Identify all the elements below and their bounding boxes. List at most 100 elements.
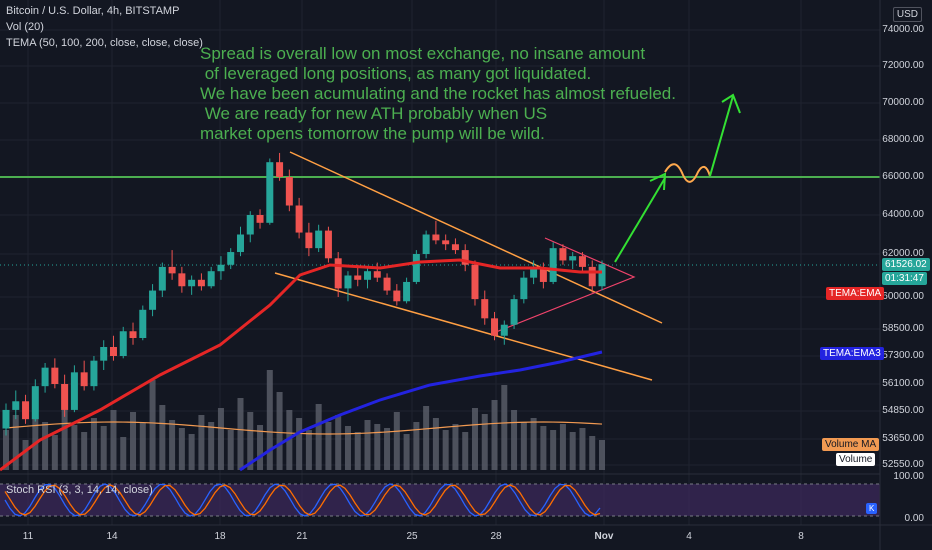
price-tick-label: 53650.00 [882,433,924,444]
stoch-axis-top: 100.00 [893,471,924,482]
candle-body [481,299,489,319]
price-tick-label: 58500.00 [882,323,924,334]
volume-bar [90,418,97,470]
time-tick-label: Nov [594,531,614,542]
candle-body [471,264,479,300]
volume-bar [130,412,137,470]
volume-bar [364,420,371,470]
candle-body [139,309,147,338]
candle-body [31,386,39,420]
volume-bar [110,410,117,470]
candle-body [246,215,254,235]
volume-bar [71,425,78,470]
candle-body [588,266,596,287]
volume-bar [599,440,605,470]
candlesticks [2,152,606,436]
stoch-rsi-pane [0,483,880,517]
candle-body [451,244,459,251]
volume-bar [374,424,381,470]
candle-body [236,234,244,253]
candle-body [295,205,303,233]
volume-bar [100,426,107,470]
volume-bar [452,424,459,470]
candle-body [109,347,117,356]
volume-bar [12,415,19,470]
stoch-rsi-label[interactable]: Stoch RSI (3, 3, 14, 14, close) [6,484,153,496]
candle-body [530,269,538,278]
candle-body [70,372,78,410]
analysis-annotation[interactable]: Spread is overall low on most exchange, … [200,44,676,143]
volume-bar [530,418,537,470]
volume-indicator-label[interactable]: Vol (20) [6,21,44,33]
candle-body [432,234,440,241]
time-tick-label: 11 [22,531,34,542]
countdown-badge: 01:31:47 [882,272,927,285]
candle-body [393,290,401,302]
candle-body [80,372,88,387]
candle-body [305,232,313,249]
volume-bar [462,432,469,470]
tema-ema3-line [239,350,603,472]
volume-bar [22,440,29,470]
candle-body [285,177,293,206]
price-tick-label: 52550.00 [882,459,924,470]
volume-bar [589,436,596,470]
volume-bar [335,415,342,470]
candle-body [510,299,518,325]
candle-body [188,279,196,287]
volume-bar [305,430,312,470]
volume-bar [217,408,224,470]
candle-body [41,367,49,387]
candle-body [344,275,352,289]
candle-body [51,367,59,384]
candle-body [22,401,30,420]
volume-bar [149,380,156,470]
trendline-overlays [0,93,880,381]
time-tick-label: 14 [106,531,118,542]
candle-body [442,240,450,245]
volume-bar [511,410,518,470]
projection-arrow-line [614,177,666,263]
price-tick-label: 62000.00 [882,248,924,259]
candle-body [422,234,430,254]
candle-body [539,269,547,282]
candle-body [364,271,372,280]
time-tick-label: 21 [296,531,308,542]
price-tick-label: 64000.00 [882,209,924,220]
currency-selector[interactable]: USD [892,7,922,22]
volume-bar [247,412,254,470]
volume-bar [61,400,68,470]
volume-bar [159,405,166,470]
time-tick-label: 8 [798,531,804,542]
volume-bar [354,432,361,470]
time-tick-label: 28 [490,531,502,542]
candle-body [149,290,157,310]
volume-bar [520,422,527,470]
price-tick-label: 56100.00 [882,378,924,389]
volume-bar [579,428,586,470]
volume-bar [276,392,283,470]
volume-bar [403,434,410,470]
price-tick-label: 72000.00 [882,60,924,71]
tema-indicator-label[interactable]: TEMA (50, 100, 200, close, close, close) [6,37,203,49]
volume-bar [325,422,332,470]
tema-ema-line [0,258,602,472]
time-tick-label: 4 [686,531,692,542]
symbol-title[interactable]: Bitcoin / U.S. Dollar, 4h, BITSTAMP [6,5,180,17]
candle-body [197,279,205,287]
volume-bar [413,422,420,470]
stoch-d-line [4,484,601,516]
candle-body [403,281,411,302]
candle-body [549,248,557,282]
candle-body [324,230,332,259]
volume-bar [178,428,185,470]
candle-body [227,252,235,265]
volume-bar [423,406,430,470]
candle-body [491,318,499,336]
volume-bar [32,408,39,470]
price-tick-label: 68000.00 [882,134,924,145]
volume-bar [501,385,508,470]
price-tick-label: 70000.00 [882,97,924,108]
candle-body [12,401,20,410]
